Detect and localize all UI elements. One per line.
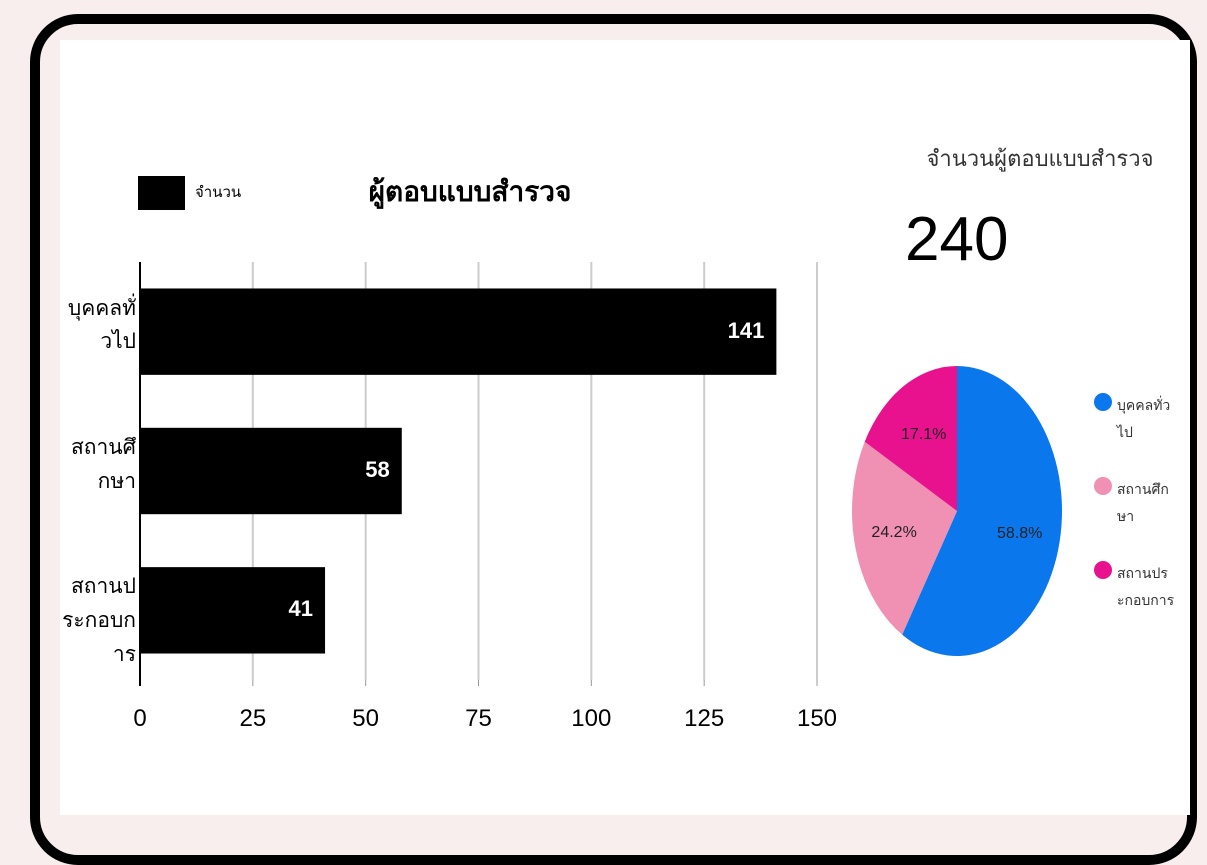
bar bbox=[140, 427, 402, 515]
x-tick-label: 150 bbox=[796, 705, 838, 732]
y-tick-label: บุคคลทั่วไป bbox=[67, 296, 136, 354]
x-tick-label: 75 bbox=[465, 705, 492, 732]
legend-label: จำนวน bbox=[195, 184, 242, 201]
slice-label: 58.8% bbox=[996, 524, 1043, 542]
scorecard-value: 240 bbox=[905, 205, 1009, 274]
legend-label: บุคคลทั่วไป bbox=[1117, 397, 1171, 440]
slice-label: 24.2% bbox=[871, 523, 917, 541]
legend-label: สถานศึกษา bbox=[1117, 481, 1169, 524]
x-tick-label: 100 bbox=[571, 705, 612, 732]
bar bbox=[140, 567, 326, 654]
chart-title: ผู้ตอบแบบสำรวจ bbox=[368, 176, 572, 207]
x-tick-label: 0 bbox=[133, 705, 147, 732]
bar bbox=[140, 288, 777, 375]
legend-marker bbox=[1094, 393, 1112, 411]
x-tick-label: 125 bbox=[684, 705, 725, 732]
data-label: 141 bbox=[727, 317, 765, 343]
y-tick-label: สถานศึกษา bbox=[70, 436, 136, 493]
data-label: 58 bbox=[365, 457, 390, 482]
pie-slice bbox=[852, 441, 957, 635]
legend-swatch bbox=[138, 176, 185, 210]
x-tick-label: 25 bbox=[239, 705, 267, 732]
x-tick-label: 50 bbox=[352, 705, 379, 732]
pie-slice bbox=[864, 366, 957, 511]
legend-marker bbox=[1094, 477, 1112, 495]
data-label: 41 bbox=[288, 596, 314, 622]
scorecard-title: จำนวนผู้ตอบแบบสำรวจ bbox=[926, 146, 1154, 171]
y-tick-label: สถานประกอบการ bbox=[62, 575, 136, 666]
legend-marker bbox=[1094, 561, 1112, 579]
pie-slice bbox=[902, 366, 1063, 656]
legend-label: สถานประกอบการ bbox=[1117, 565, 1175, 608]
slice-label: 17.1% bbox=[901, 426, 947, 444]
